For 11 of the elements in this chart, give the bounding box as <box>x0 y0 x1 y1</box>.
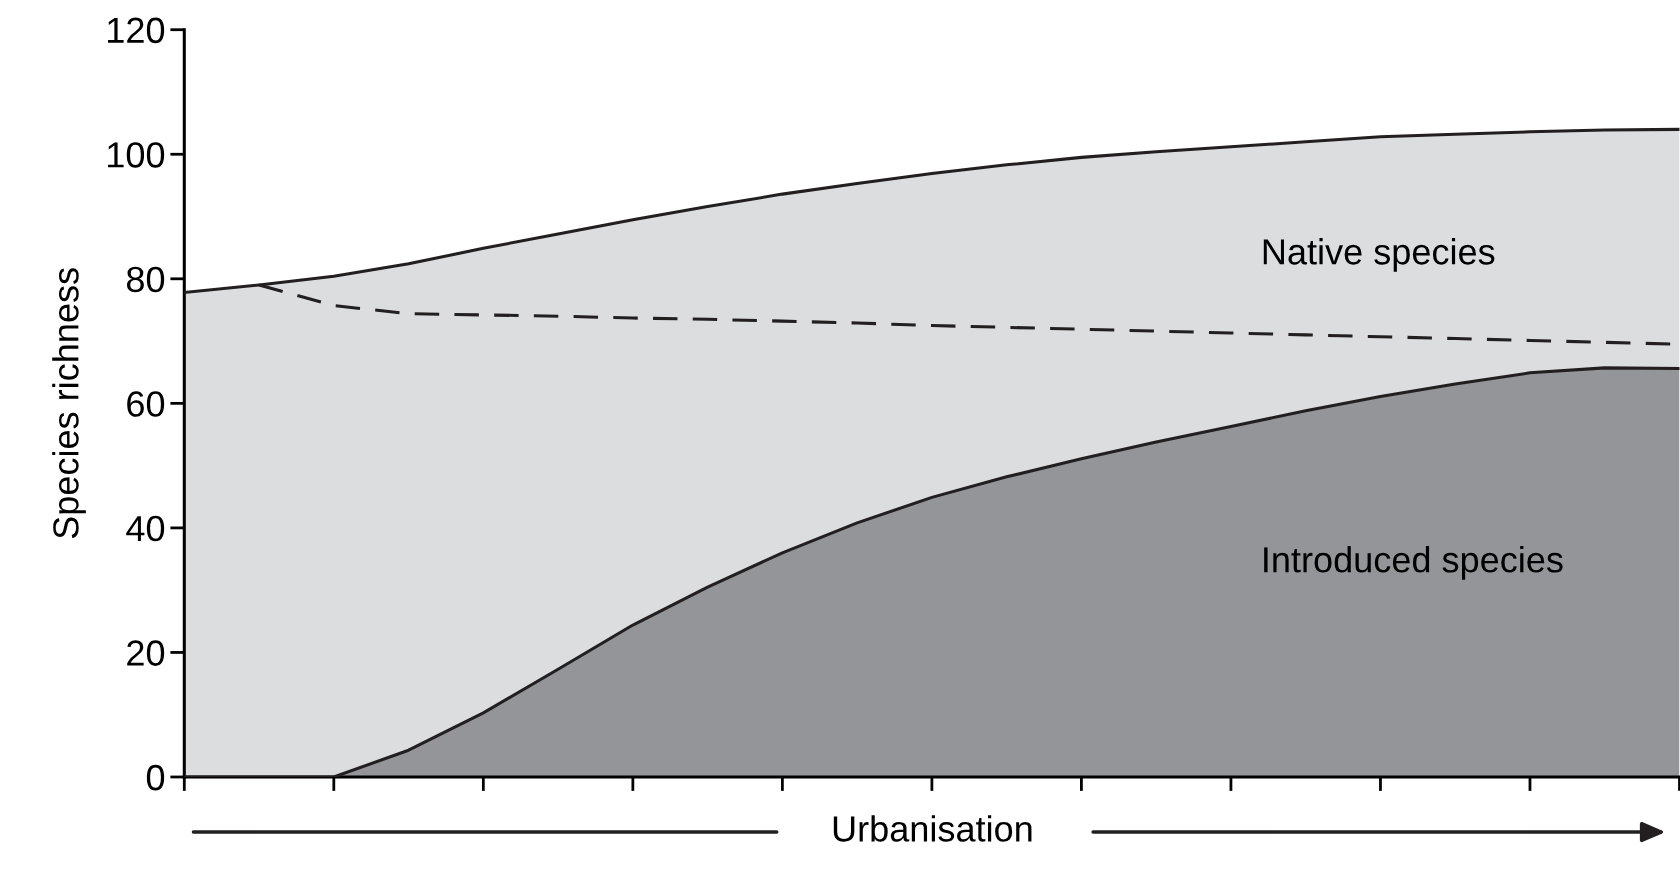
series-label: Native species <box>1263 238 1495 272</box>
y-tick-label: 80 <box>126 266 165 293</box>
y-axis-title: Species richness <box>52 268 86 539</box>
y-tick-label: 0 <box>146 764 165 791</box>
y-tick-label: 60 <box>127 391 165 417</box>
y-tick-label: 40 <box>126 515 165 542</box>
series-label: Introduced species <box>1264 546 1563 580</box>
y-tick-label: 120 <box>108 17 165 44</box>
y-tick-label: 100 <box>108 142 165 168</box>
x-axis-title: Urbanisation <box>833 815 1032 842</box>
y-tick-label: 20 <box>127 640 165 666</box>
